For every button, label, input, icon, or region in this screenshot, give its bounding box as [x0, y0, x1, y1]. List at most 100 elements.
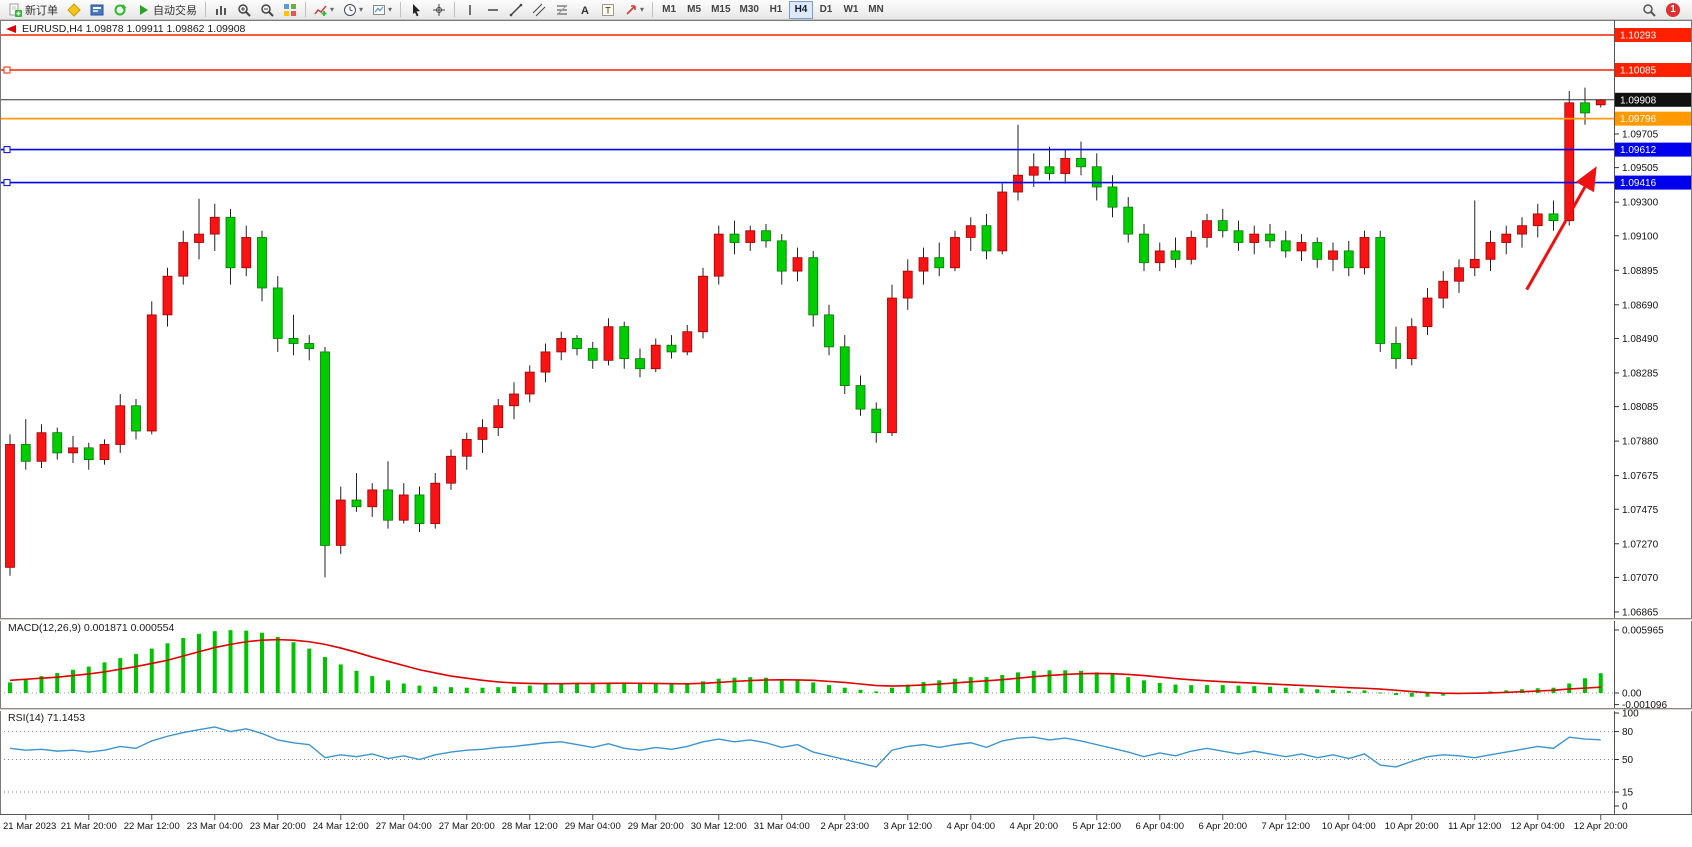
chevron-down-icon[interactable]: ▾ [388, 5, 393, 14]
macd-bar [779, 679, 784, 693]
autotrading-icon [136, 3, 150, 17]
macd-bar [181, 638, 186, 693]
candle [729, 220, 740, 255]
price-tag [1615, 92, 1691, 107]
macd-bar [905, 684, 910, 693]
time-label: 3 Apr 12:00 [883, 821, 932, 832]
tile-icon [283, 3, 297, 17]
vertical-line-button[interactable] [459, 1, 481, 19]
macd-bar [464, 687, 469, 693]
autotrading-label: 自动交易 [153, 4, 197, 17]
candle [493, 399, 504, 437]
macd-bar [968, 677, 973, 693]
candle [288, 314, 299, 356]
pane-separator[interactable] [0, 708, 1692, 711]
price-tag-label: 1.09416 [1620, 178, 1657, 189]
macd-bar [559, 683, 564, 693]
candle [257, 230, 267, 302]
zoom-out-button[interactable] [256, 1, 278, 19]
chart-plot-area[interactable] [0, 20, 1692, 847]
bar-chart-button[interactable] [210, 1, 232, 19]
time-axis[interactable] [0, 815, 1692, 847]
candle [1501, 225, 1512, 255]
macd-bar [433, 686, 438, 693]
timeframe-m30-button[interactable]: M30 [739, 4, 759, 15]
price-tick-label: 1.07880 [1622, 437, 1659, 448]
templates-button[interactable]: ▾ [368, 1, 396, 19]
timeframe-d1-button[interactable]: D1 [819, 4, 833, 15]
crosshair-button[interactable] [428, 1, 450, 19]
candle [209, 203, 220, 251]
candle [1469, 200, 1480, 277]
candle [587, 341, 598, 369]
macd-bar [1425, 693, 1430, 697]
svg-text:T: T [605, 5, 611, 15]
candle [1249, 225, 1260, 255]
macd-bar [1189, 685, 1194, 693]
candle [304, 335, 315, 361]
rsi-tick-label: 0 [1622, 802, 1628, 813]
indicators-button[interactable]: ▾ [310, 1, 338, 19]
pane-separator[interactable] [0, 618, 1692, 621]
timeframe-m5-button[interactable]: M5 [687, 4, 702, 15]
timeframe-h4-button[interactable]: H4 [788, 0, 813, 19]
timeframe-mn-button[interactable]: MN [868, 4, 884, 15]
tile-windows-button[interactable] [279, 1, 301, 19]
macd-bar [149, 648, 154, 693]
macd-bar [701, 681, 705, 693]
candle [1564, 91, 1575, 226]
candle [855, 375, 866, 416]
notification-badge[interactable]: 1 [1666, 2, 1680, 17]
line-handle[interactable] [3, 66, 11, 74]
terminal-button[interactable] [86, 1, 108, 19]
bars-icon [214, 3, 228, 17]
candle [83, 442, 94, 470]
candle [1296, 234, 1307, 262]
zoom-in-button[interactable] [233, 1, 255, 19]
text-label-button[interactable]: T [597, 1, 619, 19]
chevron-down-icon[interactable]: ▾ [359, 5, 364, 14]
macd-bar [275, 636, 280, 693]
text-t-icon: T [601, 3, 615, 17]
toolbar-separator [454, 2, 456, 17]
price-tag [1615, 111, 1691, 126]
refresh-button[interactable] [109, 1, 131, 19]
timeframe-m15-button[interactable]: M15 [711, 4, 731, 15]
annotation-arrow[interactable] [1525, 166, 1597, 291]
time-label: 6 Apr 04:00 [1135, 821, 1184, 832]
timeframe-w1-button[interactable]: W1 [843, 4, 859, 15]
arrow-tools-button[interactable]: ▾ [620, 1, 648, 19]
macd-bar [1031, 670, 1036, 693]
fibonacci-retracement-button[interactable] [551, 1, 573, 19]
text-button[interactable]: A [574, 1, 596, 19]
line-handle[interactable] [3, 179, 11, 187]
trendline-button[interactable] [505, 1, 527, 19]
candle [556, 331, 567, 361]
metaeditor-button[interactable] [63, 1, 85, 19]
autotrading-button[interactable]: 自动交易 [132, 1, 201, 19]
equidistant-channel-button[interactable] [528, 1, 550, 19]
horizontal-line-button[interactable] [482, 1, 504, 19]
macd-bar [606, 682, 611, 693]
macd-bar [1394, 693, 1398, 696]
timeframe-h1-button[interactable]: H1 [769, 4, 783, 15]
candle [225, 208, 236, 285]
candle [99, 439, 110, 465]
macd-bar [1110, 674, 1115, 693]
macd-tick-label: 0.00 [1622, 689, 1642, 700]
macd-bar [307, 648, 312, 693]
macd-bar [748, 677, 753, 693]
search-button[interactable] [1638, 1, 1660, 19]
periods-button[interactable]: ▾ [339, 1, 367, 19]
line-handle[interactable] [3, 146, 11, 154]
chevron-down-icon[interactable]: ▾ [330, 5, 335, 14]
macd-bar [1315, 689, 1320, 693]
new-order-button[interactable]: 新订单 [4, 1, 62, 19]
chevron-down-icon[interactable]: ▾ [640, 5, 645, 14]
cursor-button[interactable] [405, 1, 427, 19]
timeframe-m1-button[interactable]: M1 [662, 4, 677, 15]
macd-bar [1583, 678, 1587, 693]
candle [1280, 230, 1291, 258]
candle [36, 424, 47, 469]
